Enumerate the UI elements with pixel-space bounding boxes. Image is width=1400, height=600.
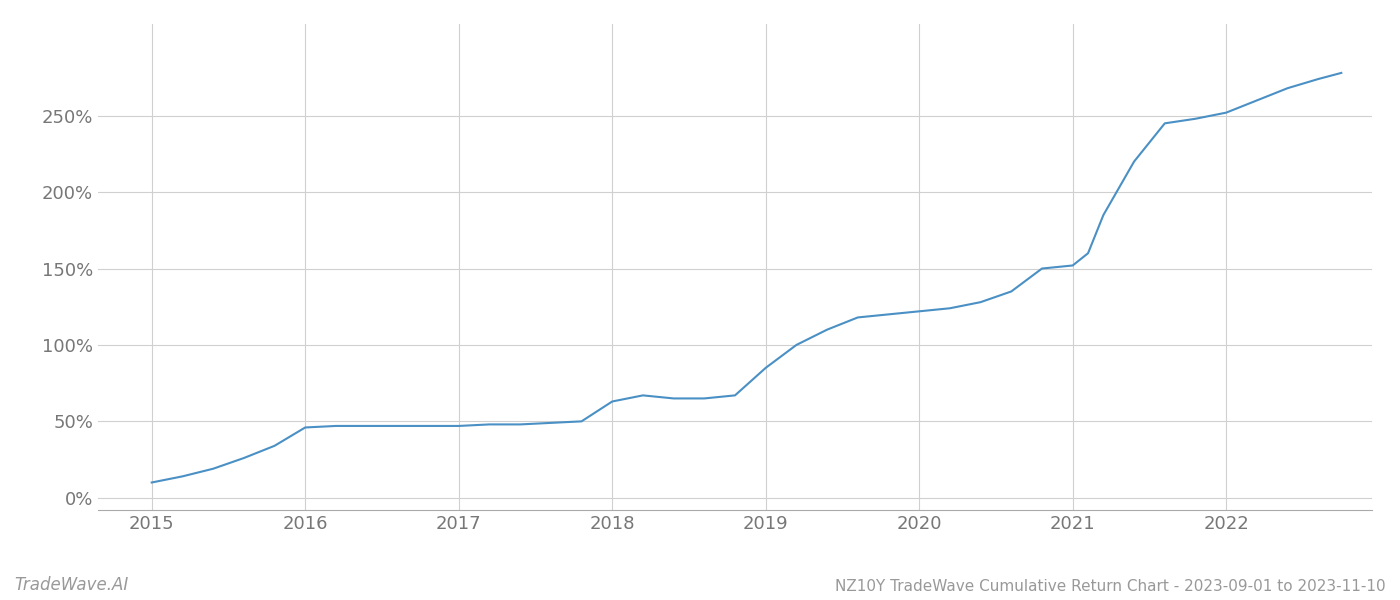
Text: NZ10Y TradeWave Cumulative Return Chart - 2023-09-01 to 2023-11-10: NZ10Y TradeWave Cumulative Return Chart … [836, 579, 1386, 594]
Text: TradeWave.AI: TradeWave.AI [14, 576, 129, 594]
